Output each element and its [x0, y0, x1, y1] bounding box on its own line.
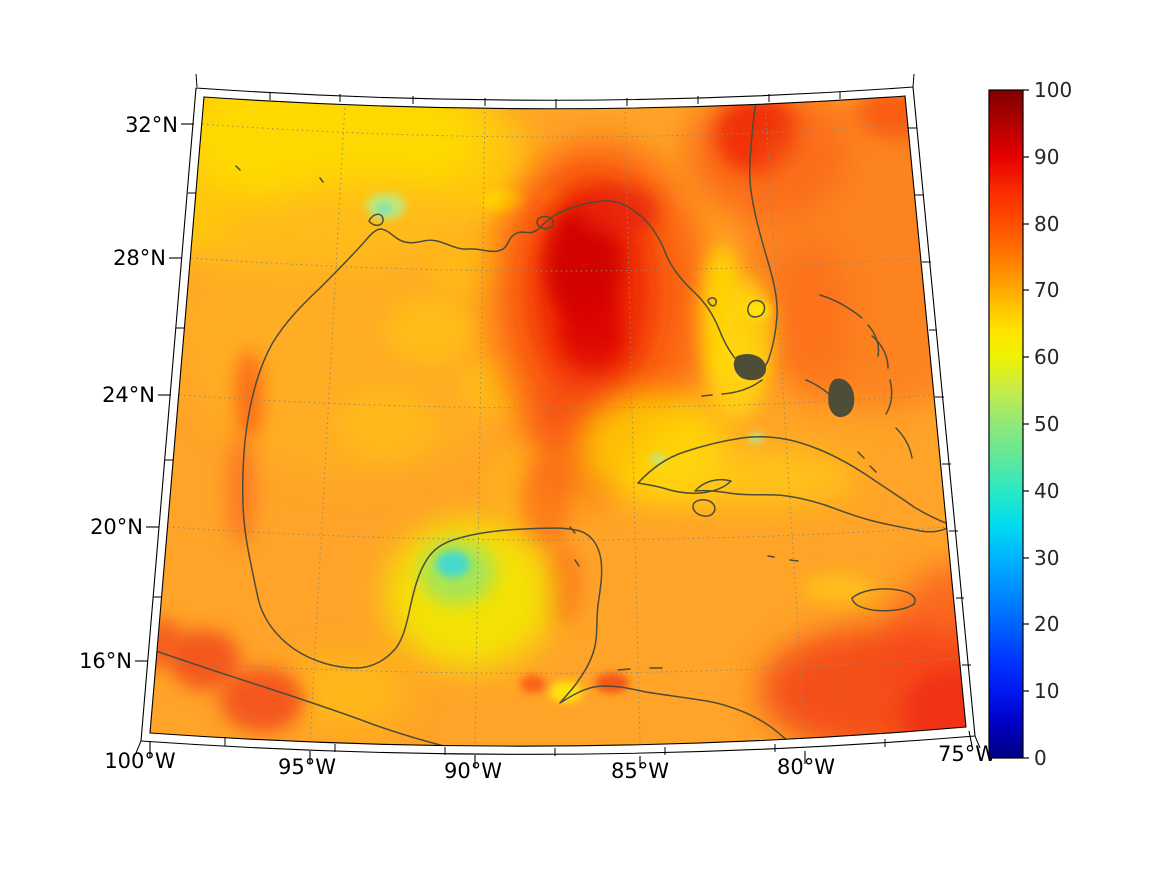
axis-labels: 32°N 28°N 24°N 20°N 16°N 100°W 95°W 90°W 85°W 80°…: [79, 113, 996, 783]
texas-specks: [235, 165, 324, 183]
field-blob-gulf-mottle-1: [385, 296, 475, 364]
coastlines: [150, 96, 952, 747]
meridian-90w: [474, 106, 486, 747]
lake-okeechobee: [747, 299, 766, 318]
coast-jamaica: [851, 588, 916, 612]
lake-pontchartrain: [536, 215, 555, 230]
field-blob-gulf-mottle-3: [335, 387, 435, 463]
colorbar-tick-label: 90: [1034, 145, 1059, 169]
lat-tick-label: 32°N: [125, 113, 178, 137]
graticule: [155, 102, 961, 747]
field-blob-sw-red-2: [220, 668, 304, 732]
field-blob-sw-red-1: [170, 630, 240, 690]
field-blob-mex-coast-red-streak-1: [236, 350, 262, 440]
map-frame: [135, 73, 981, 756]
lat-tick-label: 16°N: [79, 649, 132, 673]
field-blob-cuba-green-speck-1: [651, 454, 665, 464]
lon-tick: [968, 730, 973, 747]
colorbar-tick-label: 80: [1034, 212, 1059, 236]
field-blob-panhandle-coast-red: [578, 185, 658, 237]
coast-cuba: [637, 436, 952, 533]
field-blob-yucatan-cyan-core: [436, 551, 470, 577]
field-blob-mex-coast-red-streak-2: [226, 435, 256, 545]
field-blob-yucatan-channel-streak: [520, 460, 570, 550]
frame-inner: [149, 95, 967, 747]
coast-bahamas: [805, 294, 913, 473]
cozumel-islands: [569, 526, 580, 567]
colorbar-tick-label: 60: [1034, 345, 1059, 369]
tampa-bay: [707, 297, 717, 307]
colorbar-tick-label: 10: [1034, 679, 1059, 703]
lon-tick-label: 75°W: [938, 742, 996, 766]
everglades-patch: [733, 354, 767, 381]
coast-pacific-mexico: [150, 648, 453, 747]
colorbar-tick-label: 70: [1034, 278, 1059, 302]
lat-tick-label: 20°N: [90, 515, 143, 539]
lon-tick-label: 95°W: [278, 755, 336, 779]
field-blob-honduras-red-2: [595, 673, 629, 693]
field-blob-cuba-yellow-band: [637, 448, 857, 508]
coast-florida-keys: [701, 379, 763, 397]
lon-tick-label: 90°W: [444, 759, 502, 783]
colorbar-tick-label: 100: [1034, 78, 1072, 102]
field-blob-east-gulf-red-core2: [562, 285, 622, 375]
meridian-85w: [624, 106, 641, 747]
bay-islands: [617, 667, 663, 671]
field-blob-florida-south-yellow: [711, 340, 763, 420]
lon-tick-label: 85°W: [611, 759, 669, 783]
field-blob-galveston-cyan-core: [375, 203, 393, 215]
galveston-bay: [368, 213, 384, 227]
field-blob-campeche-yellow: [290, 654, 410, 730]
frame-outer: [140, 86, 976, 755]
field-blob-cuba-green-speck-2: [749, 433, 763, 443]
cayman-islands: [767, 555, 799, 562]
lat-tick-label: 28°N: [113, 246, 166, 270]
frame-ladder-ticks: [153, 92, 971, 756]
andros-island: [828, 378, 855, 418]
parallel-28n: [190, 257, 922, 272]
field-blob-tr-corner-red: [858, 96, 938, 138]
colorbar-tick-label: 50: [1034, 412, 1059, 436]
parallel-20n: [167, 526, 948, 541]
field-blob-atlantic-streak: [770, 240, 850, 400]
parallel-32n: [201, 123, 909, 138]
field-blob-honduras-red-1: [520, 675, 546, 693]
coast-mexico-yucatan-honduras: [257, 527, 798, 747]
lon-tick-label: 80°W: [777, 755, 835, 779]
colorbar-tick-label: 20: [1034, 612, 1059, 636]
parallel-16n: [155, 657, 961, 674]
frame-corner-ticks: [135, 73, 981, 754]
colorbar-tick-label: 0: [1034, 746, 1047, 770]
colorbar-tick-label: 40: [1034, 479, 1059, 503]
field-blob-jamaica-yellow: [803, 575, 873, 603]
lat-tick-label: 24°N: [102, 383, 155, 407]
field-blob-gulf-mottle-5: [430, 240, 510, 296]
field-layer: [150, 96, 966, 747]
coast-gulf-us-florida: [242, 96, 778, 599]
lon-tick-label: 100°W: [104, 749, 176, 773]
colorbar-bar: [988, 89, 1024, 759]
colorbar-tick-label: 30: [1034, 546, 1059, 570]
coast-isle-of-youth: [692, 499, 716, 517]
